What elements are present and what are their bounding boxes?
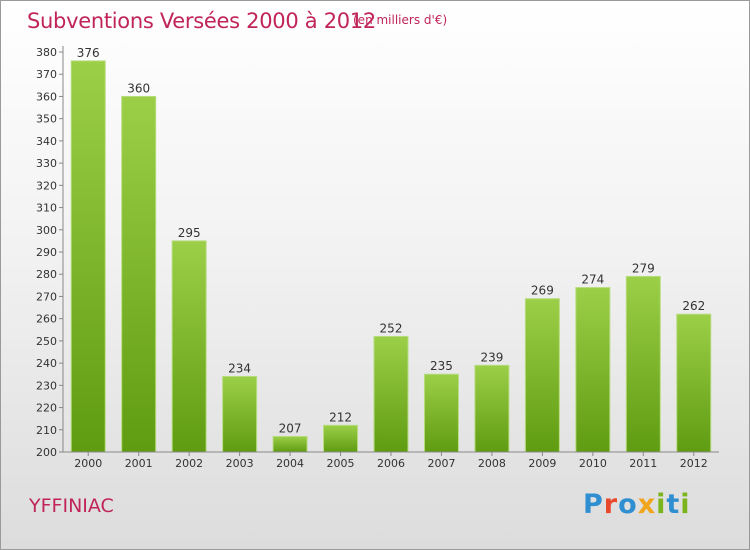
bar-value-label: 279 xyxy=(632,261,655,275)
x-tick-label: 2009 xyxy=(528,457,556,470)
y-tick-label: 350 xyxy=(36,113,57,126)
logo-letter: t xyxy=(666,489,681,520)
bar-value-label: 295 xyxy=(178,226,201,240)
x-tick-label: 2006 xyxy=(377,457,405,470)
x-tick-label: 2000 xyxy=(74,457,102,470)
y-tick-label: 270 xyxy=(36,290,57,303)
bar-2012 xyxy=(676,313,712,453)
bar-2002 xyxy=(171,240,207,453)
y-tick-label: 300 xyxy=(36,224,57,237)
bar-2010 xyxy=(575,287,611,453)
x-tick-label: 2003 xyxy=(226,457,254,470)
bar-value-label: 274 xyxy=(581,273,604,287)
y-tick-label: 240 xyxy=(36,357,57,370)
bar-value-label: 252 xyxy=(380,321,403,335)
bar-2006 xyxy=(373,335,409,453)
x-tick-label: 2004 xyxy=(276,457,304,470)
bar-2000 xyxy=(70,60,106,453)
logo-letter: o xyxy=(618,489,638,520)
y-tick-label: 310 xyxy=(36,202,57,215)
y-tick-label: 290 xyxy=(36,246,57,259)
y-tick-label: 210 xyxy=(36,424,57,437)
y-tick-label: 280 xyxy=(36,268,57,281)
bar-2001 xyxy=(121,95,157,453)
x-tick-label: 2002 xyxy=(175,457,203,470)
x-tick-label: 2012 xyxy=(680,457,708,470)
logo-letter: r xyxy=(603,489,619,520)
y-tick-label: 360 xyxy=(36,90,57,103)
y-tick-label: 220 xyxy=(36,402,57,415)
bar-2011 xyxy=(625,275,661,453)
bar-2007 xyxy=(423,373,459,453)
x-tick-label: 2010 xyxy=(579,457,607,470)
logo-letter: x xyxy=(637,489,657,520)
y-tick-label: 370 xyxy=(36,68,57,81)
proxiti-logo: Proxiti xyxy=(583,489,691,520)
place-name: YFFINIAC xyxy=(29,495,114,517)
x-tick-label: 2007 xyxy=(427,457,455,470)
bar-value-label: 212 xyxy=(329,410,352,424)
bar-2005 xyxy=(323,424,359,453)
x-tick-label: 2005 xyxy=(327,457,355,470)
bar-value-label: 239 xyxy=(480,350,503,364)
bar-value-label: 234 xyxy=(228,361,251,375)
bar-2004 xyxy=(272,435,308,453)
y-tick-label: 230 xyxy=(36,379,57,392)
chart-title: Subventions Versées 2000 à 2012 xyxy=(27,9,376,33)
bar-value-label: 262 xyxy=(682,299,705,313)
bar-2003 xyxy=(222,375,258,453)
logo-letter: P xyxy=(583,489,604,520)
bars: 376 360 295 234 207 212 252 235 239 269 274 279 262 xyxy=(70,46,712,453)
bar-value-label: 376 xyxy=(77,46,100,60)
y-tick-label: 340 xyxy=(36,135,57,148)
x-tick-label: 2008 xyxy=(478,457,506,470)
bar-2009 xyxy=(524,298,560,453)
bar-value-label: 235 xyxy=(430,359,453,373)
bar-value-label: 269 xyxy=(531,284,554,298)
chart-subtitle: (en milliers d'€) xyxy=(353,13,448,27)
logo-letter: i xyxy=(680,489,691,520)
bar-value-label: 207 xyxy=(279,421,302,435)
y-tick-label: 330 xyxy=(36,157,57,170)
y-tick-label: 260 xyxy=(36,313,57,326)
y-tick-label: 320 xyxy=(36,179,57,192)
logo-letter: i xyxy=(656,489,667,520)
y-tick-label: 250 xyxy=(36,335,57,348)
bar-value-label: 360 xyxy=(127,81,150,95)
y-axis: 200 210 220 230 240 250 260 270 280 290 300 310 320 3… xyxy=(36,46,64,459)
bar-2008 xyxy=(474,364,510,453)
y-tick-label: 380 xyxy=(36,46,57,59)
y-tick-label: 200 xyxy=(36,446,57,459)
x-tick-label: 2011 xyxy=(629,457,657,470)
x-tick-label: 2001 xyxy=(125,457,153,470)
x-axis: 2000 2001 2002 2003 2004 2005 2006 2007 2008 2009… xyxy=(63,451,719,470)
